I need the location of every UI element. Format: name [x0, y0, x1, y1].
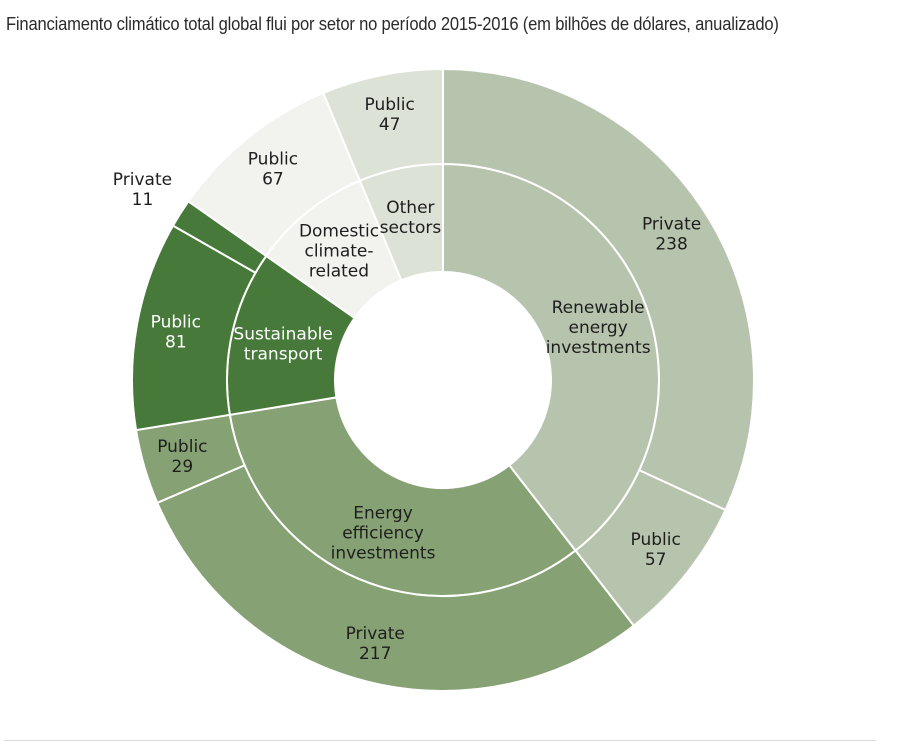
outer-label-renewable-public: Public 57	[631, 530, 681, 570]
outer-label-transport-public: Public 81	[151, 313, 201, 353]
outer-label-efficiency-private: Private 217	[346, 624, 405, 664]
outer-label-other-public: Public 47	[365, 95, 415, 135]
outer-label-transport-private: Private 11	[113, 170, 172, 210]
outer-segment-other-public	[321, 67, 444, 182]
outer-label-domestic-public: Public 67	[248, 149, 298, 189]
chart-title: Financiamento climático total global flu…	[6, 14, 779, 34]
outer-segment-renewable-private	[442, 67, 755, 512]
outer-segment-efficiency-private	[155, 463, 636, 692]
outer-label-renewable-private: Private 238	[642, 215, 701, 255]
inner-label-efficiency: Energy efficiency investments	[331, 504, 436, 564]
inner-label-renewable: Renewable energy investments	[546, 298, 651, 358]
inner-label-other: Other sectors	[380, 198, 442, 238]
bottom-divider	[4, 740, 876, 741]
outer-label-efficiency-public: Public 29	[157, 437, 207, 477]
inner-label-domestic: Domestic climate-related	[299, 222, 379, 282]
inner-label-transport: Sustainable transport	[233, 324, 332, 364]
